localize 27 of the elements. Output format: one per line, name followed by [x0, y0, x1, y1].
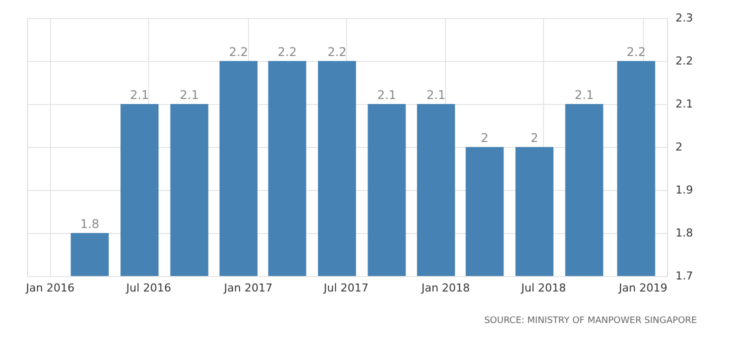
y-tick-label: 1.9	[676, 184, 693, 196]
data-label: 2.1	[180, 88, 199, 102]
y-tick-label: 1.8	[676, 226, 693, 240]
y-tick-label: 1.7	[676, 270, 693, 282]
data-label: 2	[530, 131, 538, 145]
x-tick-label: Jan 2018	[420, 282, 470, 294]
data-label: 2	[480, 131, 489, 145]
data-label: 2.1	[574, 88, 594, 102]
y-tick-label: 2.3	[676, 12, 693, 24]
y-tick-label: 2	[676, 140, 682, 154]
data-label: 2.1	[130, 88, 150, 102]
data-label: 1.8	[80, 217, 100, 231]
x-tick-label: Jul 2017	[322, 282, 369, 294]
data-label: 2.1	[377, 88, 396, 102]
y-tick-label: 2.1	[676, 98, 693, 110]
source-note: SOURCE: MINISTRY OF MANPOWER SINGAPORE	[484, 316, 698, 326]
data-label: 2.2	[626, 45, 646, 59]
data-label: 2.2	[228, 45, 248, 59]
data-label: 2.2	[278, 45, 297, 59]
y-tick-label: 2.2	[676, 54, 693, 68]
x-tick-label: Jul 2018	[520, 282, 566, 294]
x-tick-label: Jul 2016	[125, 282, 172, 294]
x-tick-label: Jan 2016	[24, 282, 74, 294]
data-label: 2.1	[426, 88, 446, 102]
x-tick-label: Jan 2019	[618, 282, 668, 294]
x-tick-label: Jan 2017	[223, 282, 272, 294]
data-label: 2.2	[327, 45, 347, 59]
